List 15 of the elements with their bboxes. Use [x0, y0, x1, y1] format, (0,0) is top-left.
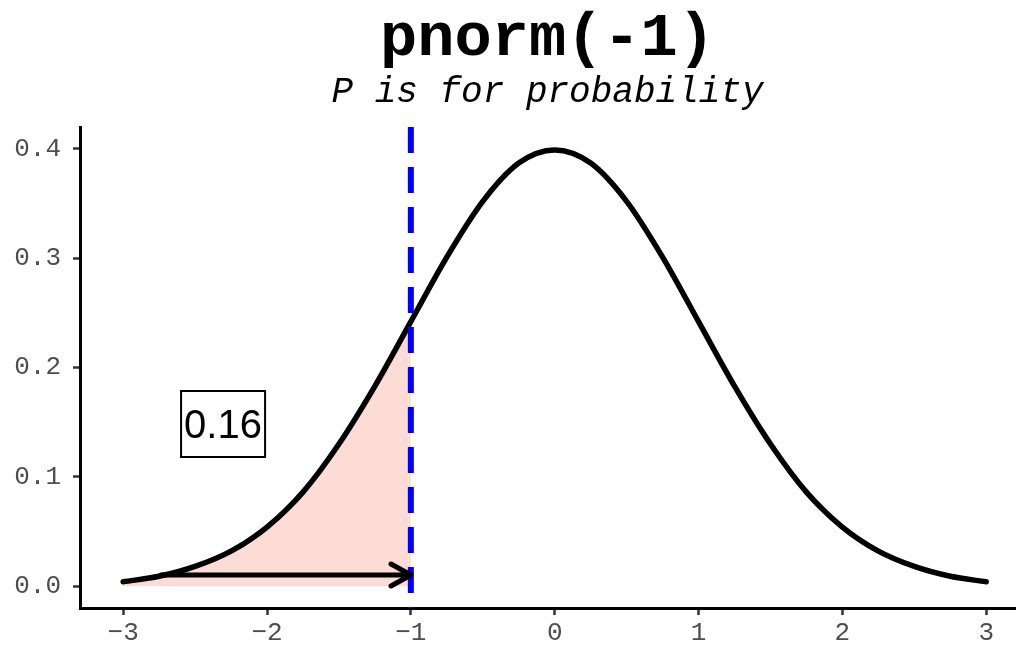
y-tick-label: 0.1	[14, 461, 61, 492]
chart-title: pnorm(-1)	[380, 2, 715, 74]
x-tick-label: 2	[834, 618, 851, 646]
x-tick-label: 0	[546, 618, 563, 646]
y-tick-label: 0.0	[14, 571, 61, 602]
x-tick-label: −2	[251, 618, 283, 646]
y-tick-label: 0.4	[14, 133, 61, 164]
y-tick-label: 0.2	[14, 352, 61, 383]
x-tick-label: −3	[107, 618, 139, 646]
chart-subtitle: P is for probability	[331, 71, 765, 113]
x-tick-label: 3	[978, 618, 995, 646]
annotation: 0.16	[180, 390, 266, 458]
y-tick-label: 0.3	[14, 243, 61, 274]
x-tick-label: 1	[690, 618, 707, 646]
x-tick-label: −1	[395, 618, 427, 646]
